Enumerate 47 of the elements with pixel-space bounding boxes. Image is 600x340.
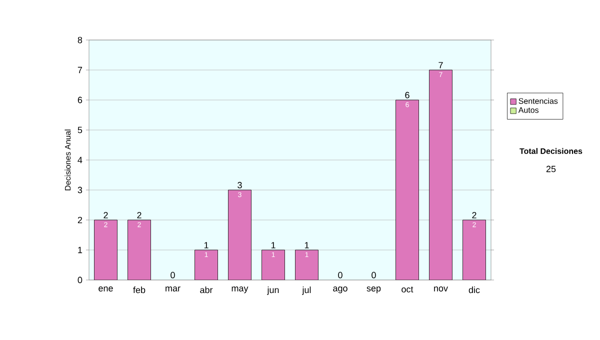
y-tick-label: 0 (78, 276, 82, 284)
x-tick-label: abr (200, 286, 213, 294)
bar (295, 250, 318, 280)
text: Total Decisiones (520, 148, 582, 154)
legend-label: Sentencias (518, 98, 558, 104)
bar (262, 250, 285, 280)
total-label: 7 (438, 62, 443, 68)
y-tick-label: 6 (78, 96, 82, 104)
x-tick-label: dic (468, 286, 480, 294)
bar (228, 190, 252, 280)
text: 25 (546, 166, 556, 172)
x-tick-label: ago (333, 286, 348, 294)
x-tick-label: may (232, 286, 248, 294)
total-label: 2 (472, 212, 476, 218)
total-label: 2 (104, 212, 108, 218)
x-tick-label: nov (434, 286, 448, 292)
bar (194, 250, 218, 280)
total-label: 0 (338, 272, 342, 278)
total-label: 2 (137, 212, 142, 218)
x-tick-label: jul (302, 286, 311, 295)
total-label: 0 (170, 272, 175, 278)
y-tick-label: 3 (78, 186, 82, 194)
y-tick-label: 4 (78, 156, 82, 164)
y-tick-label: 8 (78, 36, 82, 44)
x-tick-label: feb (133, 286, 146, 294)
bar (396, 100, 419, 280)
x-tick-label: jun (267, 286, 279, 295)
y-axis-title: Decisiones Anual (64, 130, 71, 190)
y-tick-label: 5 (78, 126, 82, 134)
total-label: 1 (271, 242, 276, 248)
x-tick-label: sep (366, 286, 381, 294)
bar (429, 70, 452, 280)
x-tick-label: oct (402, 286, 414, 292)
y-tick-label: 1 (78, 246, 82, 254)
y-tick-label: 2 (78, 216, 82, 224)
total-label: 6 (405, 92, 410, 98)
total-label: 3 (238, 182, 242, 188)
total-label: 0 (372, 272, 376, 278)
total-label: 1 (304, 242, 309, 248)
x-tick-label: mar (166, 286, 180, 292)
bar (128, 220, 151, 280)
total-label: 1 (204, 242, 208, 248)
bar (462, 220, 486, 280)
bar (94, 220, 118, 280)
legend-label: Autos (518, 107, 539, 113)
y-tick-label: 7 (78, 66, 82, 74)
x-tick-label: ene (98, 286, 113, 292)
